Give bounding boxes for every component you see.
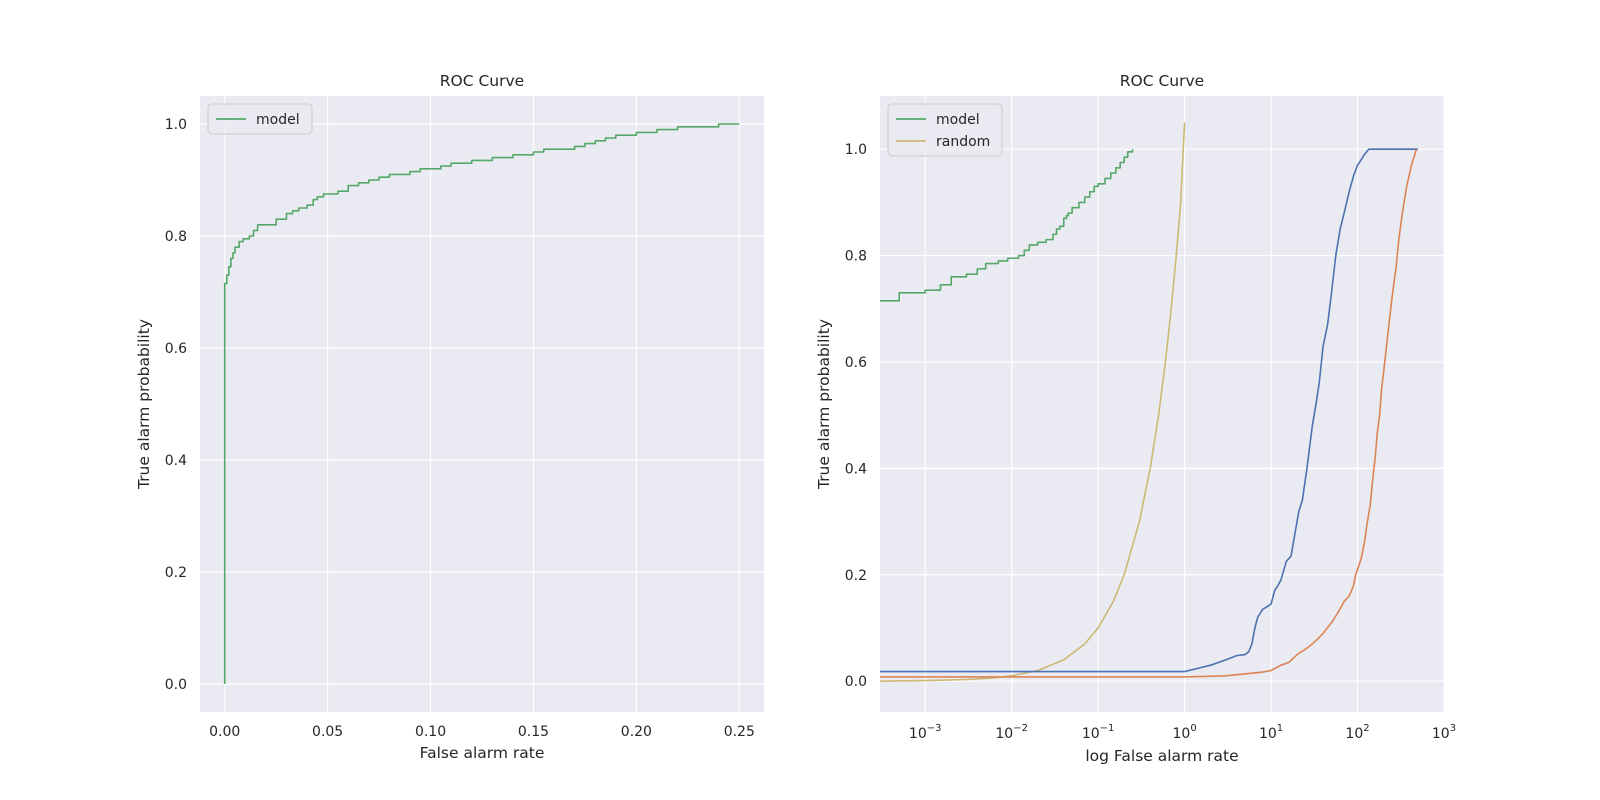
legend: model random (887, 103, 1003, 157)
x-tick-label: 0.20 (621, 724, 652, 740)
y-tick-label: 0.8 (165, 229, 187, 245)
x-axis-label: log False alarm rate (1085, 747, 1238, 765)
x-tick-label: 10−2 (995, 723, 1028, 742)
x-tick-label: 103 (1432, 723, 1456, 742)
x-tick-label: 10−1 (1082, 723, 1115, 742)
y-tick-label: 0.4 (845, 461, 867, 477)
plot-background (200, 96, 764, 712)
legend-box (887, 103, 1003, 157)
legend-entry-random: random (936, 134, 990, 150)
left-chart-panel: 0.00 0.05 0.10 0.15 0.20 0.25 0.0 0.2 0.4 0.6 0.8 1… (135, 72, 764, 762)
y-tick-label: 0.4 (165, 453, 187, 469)
y-tick-label: 1.0 (165, 117, 187, 133)
unlabeled-3-series-line (880, 148, 1418, 678)
model-series-line (880, 149, 1134, 302)
y-axis-label: True alarm probability (815, 319, 833, 490)
x-tick-label: 101 (1259, 723, 1283, 742)
legend-box (207, 103, 313, 135)
y-tick-label: 0.2 (165, 565, 187, 581)
unlabeled-2-series-line (880, 148, 1418, 673)
right-chart-panel: 10−3 10−2 10−1 100 101 102 103 0.0 0.2 0.4 0.6 0.8 1… (815, 72, 1456, 765)
random-series-line (880, 122, 1186, 682)
legend-entry-model: model (256, 112, 300, 128)
y-tick-label: 0.6 (165, 341, 187, 357)
x-tick-label: 102 (1345, 723, 1369, 742)
x-tick-label: 0.15 (518, 724, 549, 740)
y-tick-label: 0.0 (165, 677, 187, 693)
plot-background (880, 96, 1444, 712)
y-tick-label: 1.0 (845, 142, 867, 158)
x-tick-label: 0.05 (312, 724, 343, 740)
x-tick-label: 100 (1173, 723, 1197, 742)
y-tick-label: 0.2 (845, 568, 867, 584)
x-tick-label: 0.00 (209, 724, 240, 740)
model-series-line (223, 123, 740, 684)
y-tick-label: 0.6 (845, 355, 867, 371)
y-axis-label: True alarm probability (135, 319, 153, 490)
y-tick-label: 0.0 (845, 674, 867, 690)
chart-title: ROC Curve (440, 72, 524, 90)
y-tick-label: 0.8 (845, 249, 867, 265)
x-axis-label: False alarm rate (420, 744, 545, 762)
x-tick-label: 0.25 (724, 724, 755, 740)
x-tick-label: 0.10 (415, 724, 446, 740)
legend: model (207, 103, 313, 135)
x-tick-label: 10−3 (909, 723, 942, 742)
legend-entry-model: model (936, 112, 980, 128)
chart-title: ROC Curve (1120, 72, 1204, 90)
